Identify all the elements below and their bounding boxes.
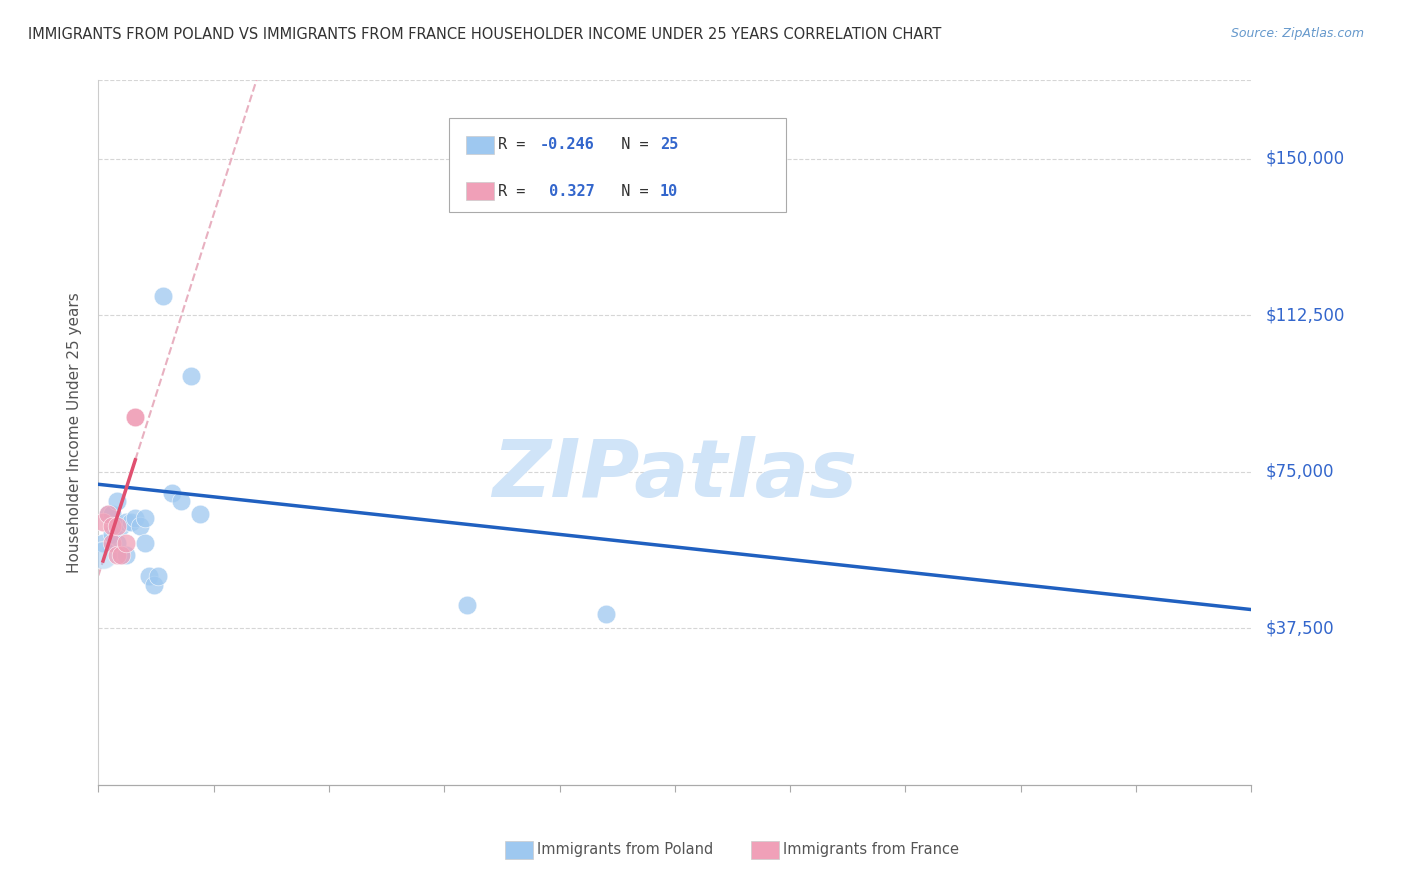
Text: $37,500: $37,500 <box>1265 619 1334 638</box>
Point <box>110 519 132 533</box>
Point <box>148 569 170 583</box>
Point <box>456 599 478 613</box>
Text: N =: N = <box>603 184 658 199</box>
Point <box>188 507 211 521</box>
Point <box>115 535 138 549</box>
Text: Source: ZipAtlas.com: Source: ZipAtlas.com <box>1230 27 1364 40</box>
Text: -0.246: -0.246 <box>540 137 595 153</box>
Text: $150,000: $150,000 <box>1265 150 1344 168</box>
Point <box>152 289 174 303</box>
Point <box>160 485 183 500</box>
Point <box>595 607 617 621</box>
Point <box>115 549 138 563</box>
Point <box>124 410 146 425</box>
Point <box>115 515 138 529</box>
Text: Immigrants from Poland: Immigrants from Poland <box>537 842 713 856</box>
Point <box>101 535 124 549</box>
Point <box>142 577 165 591</box>
Point <box>101 527 124 541</box>
Text: R =: R = <box>498 184 534 199</box>
Text: ZIPatlas: ZIPatlas <box>492 436 858 514</box>
Point <box>110 549 132 563</box>
Point <box>105 494 128 508</box>
Text: R =: R = <box>498 137 534 153</box>
Point <box>180 368 202 383</box>
Point <box>105 549 128 563</box>
Point <box>91 535 114 549</box>
Point <box>134 510 156 524</box>
Text: N =: N = <box>603 137 658 153</box>
Text: Immigrants from France: Immigrants from France <box>783 842 959 856</box>
Point <box>124 410 146 425</box>
Point <box>120 515 142 529</box>
Point <box>124 510 146 524</box>
Point <box>91 549 114 563</box>
Text: IMMIGRANTS FROM POLAND VS IMMIGRANTS FROM FRANCE HOUSEHOLDER INCOME UNDER 25 YEA: IMMIGRANTS FROM POLAND VS IMMIGRANTS FRO… <box>28 27 942 42</box>
Text: $112,500: $112,500 <box>1265 306 1344 324</box>
Point <box>97 507 120 521</box>
Y-axis label: Householder Income Under 25 years: Householder Income Under 25 years <box>67 293 83 573</box>
Point <box>134 535 156 549</box>
Point <box>105 519 128 533</box>
Point <box>101 519 124 533</box>
Text: 10: 10 <box>659 184 678 199</box>
Point <box>129 519 152 533</box>
Point <box>138 569 160 583</box>
Point <box>91 515 114 529</box>
Text: $75,000: $75,000 <box>1265 463 1334 481</box>
Point <box>110 549 132 563</box>
Point <box>101 507 124 521</box>
Text: 25: 25 <box>659 137 678 153</box>
Point <box>170 494 193 508</box>
Point <box>97 507 120 521</box>
Text: 0.327: 0.327 <box>540 184 595 199</box>
Point <box>105 535 128 549</box>
